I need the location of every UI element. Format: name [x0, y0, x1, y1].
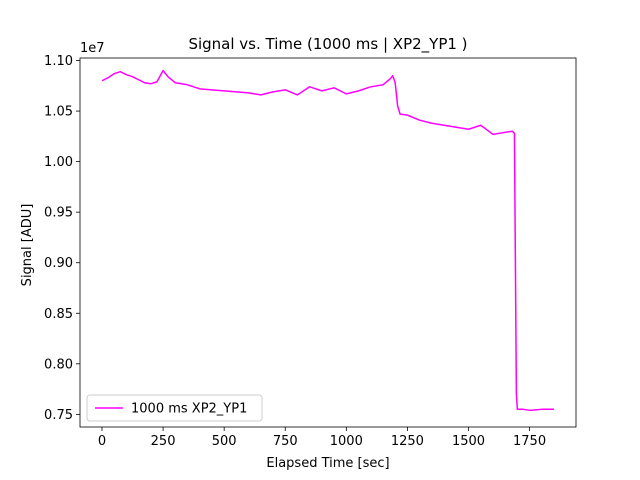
plot-frame	[79, 57, 577, 428]
plot-area: 0 250 500 750 1000 1250 1500 1750 0.75 0.80 0.85 0.…	[44, 54, 577, 449]
y-tick-label-2: 0.85	[44, 307, 73, 322]
x-tick-label-0: 0	[98, 434, 106, 449]
y-offset-label: 1e7	[80, 41, 105, 56]
x-tick-label-7: 1750	[513, 434, 546, 449]
x-tick-label-3: 750	[273, 434, 298, 449]
y-tick-label-7: 1.10	[44, 54, 73, 69]
chart-title: Signal vs. Time (1000 ms | XP2_YP1 )	[188, 35, 467, 54]
y-tick-label-3: 0.90	[44, 256, 73, 271]
x-tick-label-5: 1250	[391, 434, 424, 449]
legend-box	[86, 394, 263, 422]
x-tick-label-4: 1000	[330, 434, 363, 449]
y-axis-label: Signal [ADU]	[20, 204, 35, 287]
x-tick-label-1: 250	[151, 434, 176, 449]
legend: 1000 ms XP2_YP1	[86, 394, 263, 422]
y-tick-label-1: 0.80	[44, 357, 73, 372]
y-tick-label-5: 1.00	[44, 155, 73, 170]
series-line-0	[101, 69, 555, 412]
y-tick-label-4: 0.95	[44, 206, 73, 221]
y-tick-label-0: 0.75	[44, 408, 73, 423]
y-tick-label-6: 1.05	[44, 105, 73, 120]
x-tick-label-2: 500	[212, 434, 237, 449]
x-axis-label: Elapsed Time [sec]	[266, 456, 389, 471]
x-tick-label-6: 1500	[452, 434, 485, 449]
legend-label-0: 1000 ms XP2_YP1	[131, 402, 247, 417]
